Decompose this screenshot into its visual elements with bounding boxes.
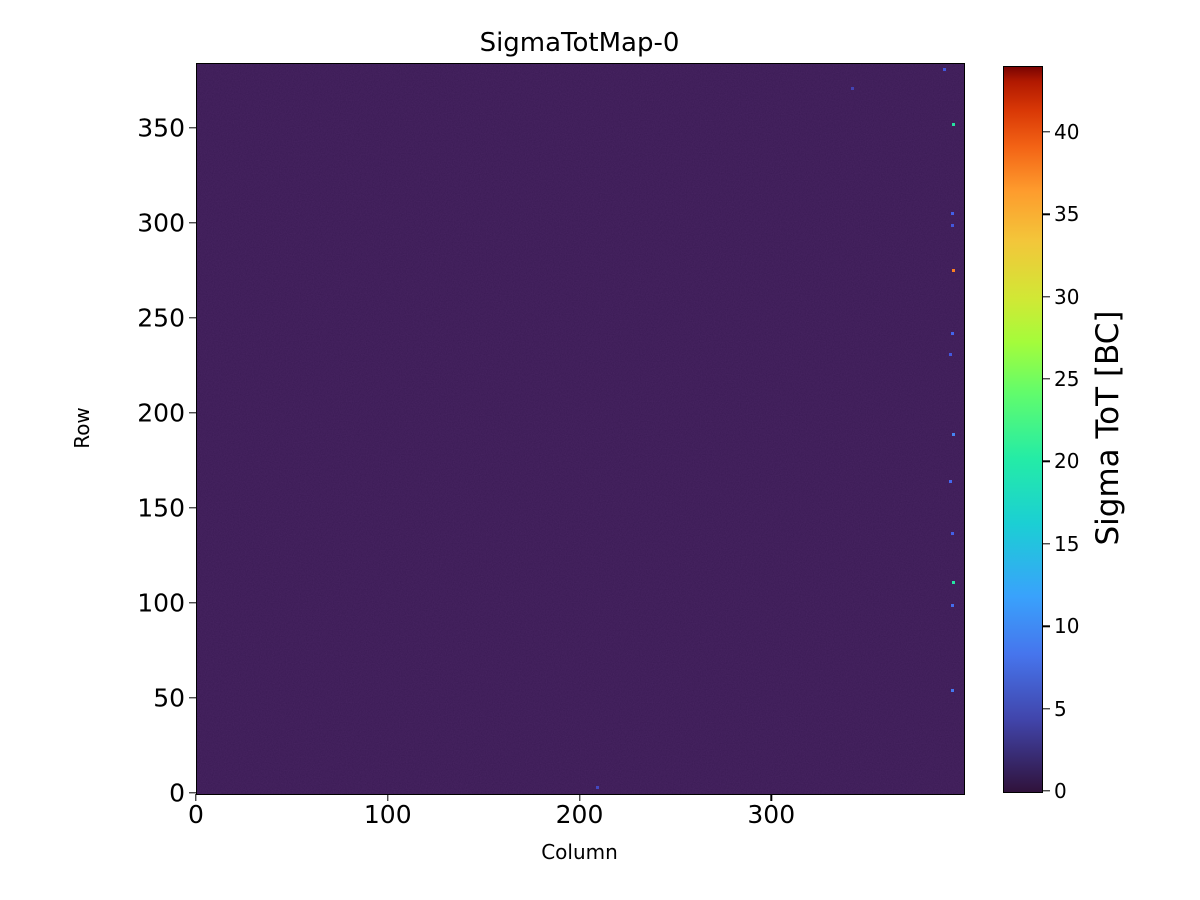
colorbar-tick-label: 30 [1054,284,1080,309]
colorbar-gradient [1003,66,1043,793]
y-axis-tick-label: 350 [137,113,185,143]
heatmap-outlier-pixel [950,689,954,693]
x-axis-label: Column [541,840,618,864]
y-axis-tick-label: 100 [137,588,185,618]
y-axis-tick-label: 0 [169,778,185,808]
heatmap-outlier-pixel [952,122,956,126]
colorbar-tick-label: 40 [1054,119,1080,144]
y-axis-tick-label: 250 [137,303,185,333]
heatmap-outlier-pixel [942,67,946,71]
heatmap-outlier-pixel [950,603,954,607]
y-axis-tick-mark [189,602,196,604]
colorbar-tick-label: 20 [1054,449,1080,474]
y-axis-tick-mark [189,792,196,794]
x-axis-tick-mark [195,794,197,801]
x-axis-tick-label: 0 [188,800,204,829]
colorbar-tick-mark [1043,707,1050,710]
y-axis-tick-label: 50 [153,683,185,713]
y-axis-tick-mark [189,697,196,699]
x-axis-tick-mark [578,794,581,801]
heatmap-outlier-pixel [952,269,956,273]
colorbar-tick-mark [1043,790,1050,792]
heatmap-axes [196,63,965,795]
x-axis-tick-mark [770,794,772,801]
y-axis-tick-label: 200 [137,398,185,428]
colorbar-label: Sigma ToT [BC] [1090,310,1126,546]
heatmap-noise-texture [197,64,964,794]
colorbar-tick-mark [1043,213,1050,215]
y-axis-tick-mark [189,317,196,319]
heatmap-outlier-pixel [952,581,956,585]
colorbar-tick-label: 25 [1054,367,1080,392]
x-axis-tick-label: 100 [363,800,412,829]
y-axis-tick-labels: 0 50 100 150 200 250 300 350 [40,0,185,900]
y-axis-label: Row [70,407,94,449]
colorbar-tick-label: 10 [1054,614,1080,639]
colorbar-tick-mark [1043,625,1050,627]
heatmap-outlier-pixel [950,212,954,216]
y-axis-tick-mark [189,507,196,509]
colorbar-tick-mark [1043,543,1050,545]
colorbar-tick-label: 15 [1054,531,1080,556]
y-axis-tick-mark [189,126,196,129]
heatmap-outlier-pixel [950,332,954,336]
colorbar-tick-mark [1043,295,1050,298]
x-axis-tick-mark [387,794,389,801]
colorbar-tick-mark [1043,131,1050,133]
colorbar-tick-mark [1043,378,1050,380]
heatmap-outlier-pixel [950,223,954,227]
x-axis-tick-label: 200 [555,800,604,829]
colorbar-tick-label: 35 [1054,202,1080,227]
y-axis-tick-label: 300 [137,208,185,238]
y-axis-tick-mark [189,221,196,224]
y-axis-tick-mark [189,412,196,414]
page-title: SigmaTotMap-0 [479,28,680,58]
colorbar-tick-label: 5 [1054,696,1067,721]
colorbar-tick-mark [1043,460,1050,463]
heatmap-outlier-pixel [948,352,952,356]
x-axis-tick-label: 300 [747,800,796,829]
heatmap-outlier-pixel [950,531,954,535]
heatmap-outlier-pixel [948,480,952,484]
colorbar-tick-label: 0 [1054,779,1067,803]
heatmap-outlier-pixel [850,86,854,90]
heatmap-outlier-pixel [952,432,956,436]
y-axis-tick-label: 150 [137,493,185,523]
heatmap-outlier-pixel [595,786,599,790]
heatmap-image [197,64,964,794]
